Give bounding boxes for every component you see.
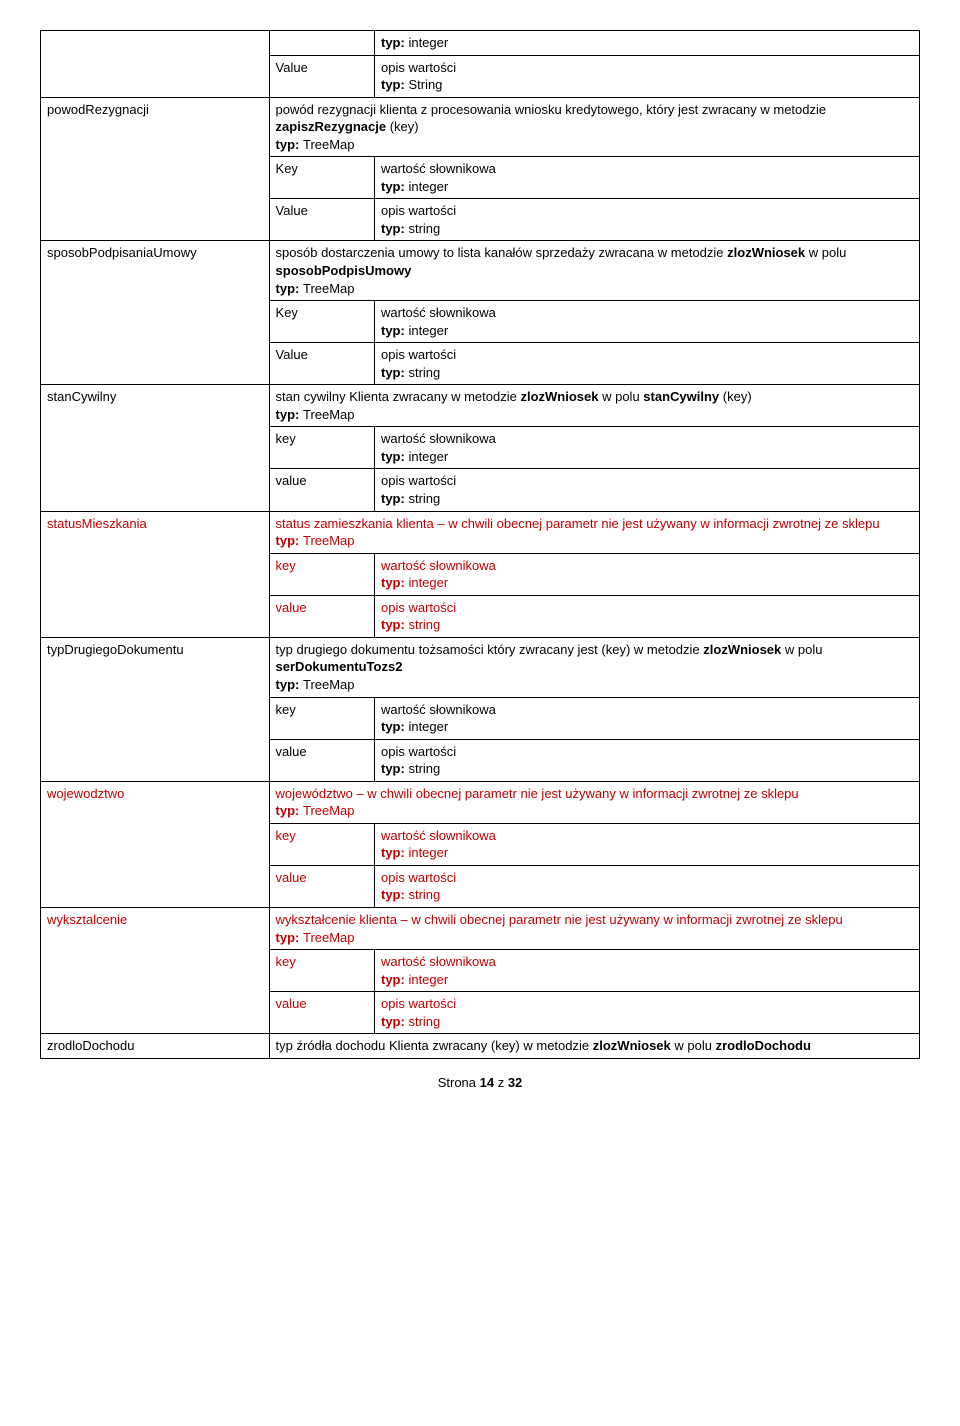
val-label: value xyxy=(269,992,374,1034)
param-desc: województwo – w chwili obecnej parametr … xyxy=(269,781,919,823)
key-label: key xyxy=(269,553,374,595)
key-desc: wartość słownikowatyp: integer xyxy=(375,157,920,199)
val-label: Value xyxy=(269,199,374,241)
param-desc: status zamieszkania klienta – w chwili o… xyxy=(269,511,919,553)
key-desc: wartość słownikowatyp: integer xyxy=(375,950,920,992)
footer-page: 14 xyxy=(480,1075,494,1090)
key-desc: wartość słownikowatyp: integer xyxy=(375,823,920,865)
key-label: key xyxy=(269,427,374,469)
param-desc: stan cywilny Klienta zwracany w metodzie… xyxy=(269,385,919,427)
key-desc: wartość słownikowatyp: integer xyxy=(375,301,920,343)
empty-cell xyxy=(269,31,374,56)
param-name: zrodloDochodu xyxy=(41,1034,270,1059)
page-footer: Strona 14 z 32 xyxy=(40,1075,920,1090)
key-label: key xyxy=(269,697,374,739)
param-name: sposobPodpisaniaUmowy xyxy=(41,241,270,385)
key-label: key xyxy=(269,823,374,865)
key-desc: wartość słownikowatyp: integer xyxy=(375,427,920,469)
key-label: Key xyxy=(269,157,374,199)
param-desc: typ źródła dochodu Klienta zwracany (key… xyxy=(269,1034,919,1059)
empty-cell xyxy=(41,31,270,98)
val-desc: opis wartoścityp: string xyxy=(375,739,920,781)
key-label: key xyxy=(269,950,374,992)
footer-total: 32 xyxy=(508,1075,522,1090)
param-name: powodRezygnacji xyxy=(41,97,270,241)
val-label: value xyxy=(269,595,374,637)
footer-pre: Strona xyxy=(438,1075,480,1090)
val-label: value xyxy=(269,739,374,781)
type-cell: typ: integer xyxy=(375,31,920,56)
data-table: typ: integerValueopis wartoścityp: Strin… xyxy=(40,30,920,1059)
val-desc: opis wartoścityp: string xyxy=(375,199,920,241)
key-label: Key xyxy=(269,301,374,343)
param-name: stanCywilny xyxy=(41,385,270,511)
param-name: wojewodztwo xyxy=(41,781,270,907)
param-desc: typ drugiego dokumentu tożsamości który … xyxy=(269,637,919,697)
val-label: value xyxy=(269,865,374,907)
val-desc: opis wartoścityp: string xyxy=(375,343,920,385)
param-name: statusMieszkania xyxy=(41,511,270,637)
val-label: Value xyxy=(269,343,374,385)
val-desc: opis wartoścityp: string xyxy=(375,469,920,511)
footer-mid: z xyxy=(494,1075,508,1090)
val-label: value xyxy=(269,469,374,511)
val-desc: opis wartoścityp: string xyxy=(375,595,920,637)
val-desc: opis wartoścityp: string xyxy=(375,865,920,907)
param-name: typDrugiegoDokumentu xyxy=(41,637,270,781)
param-name: wyksztalcenie xyxy=(41,907,270,1033)
param-desc: powód rezygnacji klienta z procesowania … xyxy=(269,97,919,157)
param-desc: wykształcenie klienta – w chwili obecnej… xyxy=(269,907,919,949)
key-desc: wartość słownikowatyp: integer xyxy=(375,553,920,595)
param-desc: sposób dostarczenia umowy to lista kanał… xyxy=(269,241,919,301)
key-desc: wartość słownikowatyp: integer xyxy=(375,697,920,739)
value-cell: opis wartoścityp: String xyxy=(375,55,920,97)
label-cell: Value xyxy=(269,55,374,97)
val-desc: opis wartoścityp: string xyxy=(375,992,920,1034)
